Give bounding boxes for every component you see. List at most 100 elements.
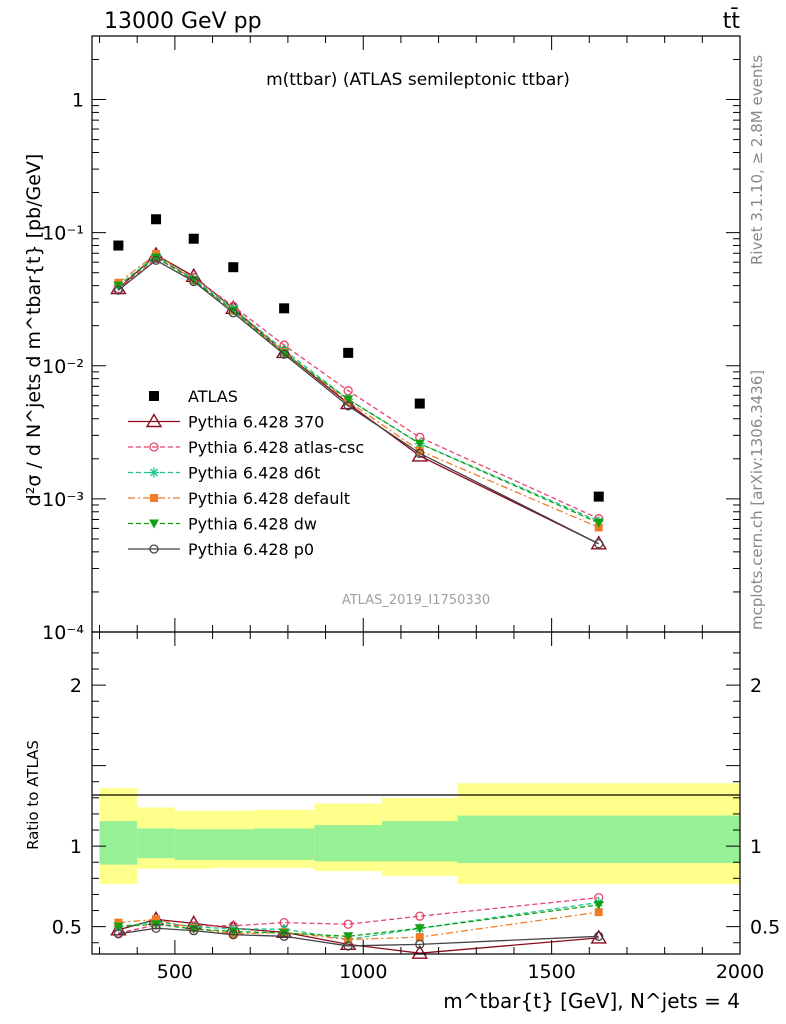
x-tick-label: 2000 [716,961,764,983]
data-point [151,255,161,265]
data-point [590,535,607,550]
data-point [113,922,124,932]
data-point [188,233,199,244]
data-point [228,930,238,940]
y-tick-label: 2 [750,675,762,697]
series-pythia-6-428-370 [110,246,607,550]
data-point [113,285,124,295]
data-point [145,413,163,428]
band-inner [382,821,458,862]
data-point [228,308,238,318]
ratio-line [118,918,599,954]
data-point [151,253,162,263]
legend-entry: Pythia 6.428 atlas-csc [128,438,364,457]
legend-entry: ATLAS [149,387,238,406]
series-line [117,259,600,545]
data-point [594,931,604,941]
data-point [113,929,124,939]
data-point [279,303,290,314]
data-point [414,398,425,409]
y-tick-label: 1 [750,836,762,858]
data-point [149,519,159,529]
legend-entry: Pythia 6.428 p0 [128,540,314,559]
y-tick-label: 10⁻² [42,356,84,378]
legend-label: Pythia 6.428 p0 [188,540,314,559]
ratio-series-pythia-6-428-d6t [113,897,604,945]
band-inner [137,828,175,859]
data-point [152,915,161,924]
y-tick-label: 2 [70,675,82,697]
data-point [593,900,604,910]
data-point [415,911,425,921]
legend-label: ATLAS [188,387,238,406]
series-line [117,253,599,529]
ratio-y-axis-label: Ratio to ATLAS [24,740,42,850]
main-y-ticks: 1 10⁻¹ 10⁻² 10⁻³ 10⁻⁴ [42,35,740,644]
legend-label: Pythia 6.428 d6t [188,464,320,483]
ratio-plot-frame [91,631,741,955]
band-inner [254,828,315,860]
data-point [415,448,425,458]
ratio-line [118,911,599,941]
data-point [343,919,353,929]
ratio-series-pythia-6-428-dw [113,900,604,942]
ratio-ticks: 500 1000 1500 2000 0.5 0.5 1 1 2 2 [52,632,780,983]
data-point [594,908,603,917]
y-tick-label: 1 [72,90,84,112]
ratio-line [118,927,599,947]
series-line [117,256,599,524]
series-pythia-6-428-d6t [113,250,604,527]
y-tick-label: 0.5 [750,917,780,939]
legend-entry: Pythia 6.428 default [128,489,350,508]
y-tick-label: 1 [70,836,82,858]
legend-label: Pythia 6.428 default [188,489,350,508]
star-stroke [150,468,158,477]
main-panel: 1 10⁻¹ 10⁻² 10⁻³ 10⁻⁴ m(ttbar) (ATLAS semile… [23,35,741,644]
series-line [117,257,599,520]
data-point [415,446,424,455]
data-point [228,927,239,937]
legend-label: Pythia 6.428 370 [188,413,324,432]
data-point [113,240,124,251]
main-plot-title: m(ttbar) (ATLAS semileptonic ttbar) [266,70,570,90]
data-point [149,442,159,452]
data-point [594,539,604,549]
main-y-axis-label: d²σ / d N^jets d m^tbar{t} [pb/GeV] [23,154,45,507]
legend-entry: Pythia 6.428 d6t [128,464,320,483]
data-point [414,924,425,934]
x-tick-label: 1500 [527,961,575,983]
data-point [593,518,604,528]
y-tick-label: 10⁻¹ [42,223,84,245]
data-point [343,941,353,951]
data-point [411,944,428,959]
legend-label: Pythia 6.428 dw [188,515,317,534]
band-inner [212,829,254,860]
band-inner [99,821,138,865]
data-point [150,494,158,502]
legend-entry: Pythia 6.428 dw [128,515,317,534]
header-right: tt̄ [723,8,741,34]
x-axis-label: m^tbar{t} [GeV], N^jets = 4 [443,989,740,1013]
data-point [228,306,239,316]
rivet-label: Rivet 3.1.10, ≥ 2.8M events [748,55,766,265]
data-point [151,214,162,225]
legend-label: Pythia 6.428 atlas-csc [188,438,364,457]
main-x-ticks [99,36,741,632]
y-tick-label: 10⁻³ [42,489,84,511]
data-point [149,467,159,478]
data-point [415,939,425,949]
band-inner [457,815,740,864]
x-tick-label: 1000 [339,961,387,983]
band-inner [174,829,213,860]
data-point [149,391,159,401]
data-point [279,349,289,359]
data-point [279,929,290,939]
data-point [343,347,354,358]
ratio-line [118,904,599,937]
data-point [189,926,199,936]
data-point [110,921,127,936]
y-tick-label: 0.5 [52,917,82,939]
mcplots-label: mcplots.cern.ch [arXiv:1306.3436] [748,370,766,630]
data-point [149,544,159,554]
